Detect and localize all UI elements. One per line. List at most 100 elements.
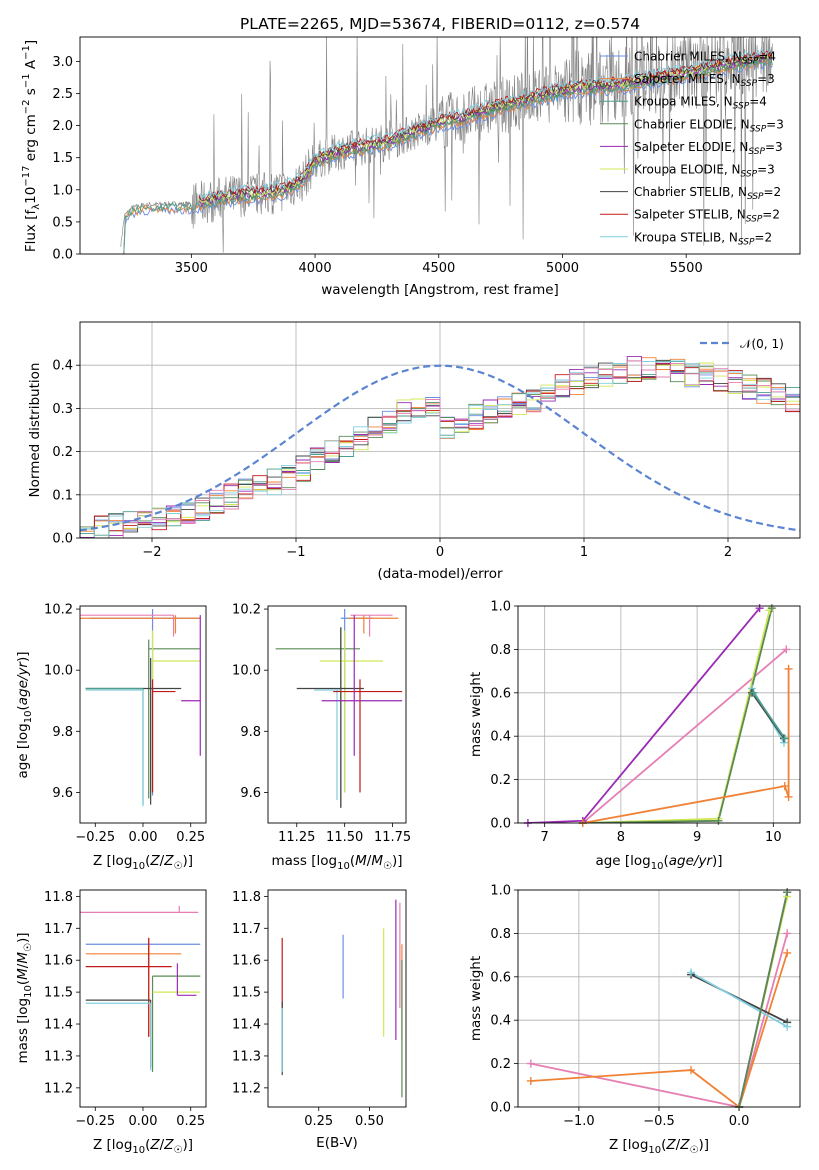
y-tick-label: 0.4 — [490, 1014, 511, 1029]
legend-entry: Chabrier MILES, NSSP=4 — [634, 50, 776, 67]
label-part: age/yr — [15, 661, 31, 706]
label-part: s — [23, 88, 39, 99]
weight-point-marker — [780, 782, 789, 791]
label-part: age [log — [15, 723, 31, 778]
x-tick-label: 5500 — [670, 261, 703, 276]
y-axis-label: mass weight — [468, 956, 484, 1041]
label-part: age [log — [595, 853, 650, 869]
legend-model-name: Kroupa ELODIE, N — [634, 163, 741, 177]
x-axis-label: Z [log10(Z/Z☉)] — [609, 1137, 709, 1156]
weight-series-line — [738, 892, 789, 1107]
y-tick-label: 1.0 — [490, 884, 511, 899]
legend-subscript: SSP — [748, 147, 765, 157]
model-spectrum-9 — [198, 47, 773, 202]
x-tick-label: 5000 — [546, 261, 579, 276]
axes-age_vs_z: −0.25 0.00 0.259.69.810.010.2Z [log10(Z/Z☉… — [15, 603, 207, 872]
x-tick-label: 0.00 — [129, 1114, 158, 1129]
label-part: 10 — [651, 861, 664, 872]
y-tick-label: 9.6 — [52, 786, 73, 801]
legend-nssp: =4 — [749, 95, 767, 109]
label-part: 10 — [23, 711, 34, 724]
axes-frame — [79, 36, 801, 255]
label-part: 10 — [337, 861, 350, 872]
plot-area-age_vs_z — [80, 609, 201, 807]
x-tick-label: 0 — [436, 545, 444, 560]
legend-entry: Chabrier ELODIE, NSSP=3 — [634, 117, 784, 134]
label-part: ] — [23, 40, 39, 45]
label-part: Z — [679, 1137, 690, 1153]
y-tick-label: 0.6 — [490, 686, 511, 701]
y-tick-label: 1.5 — [52, 151, 73, 166]
legend-subscript: SSP — [746, 215, 763, 225]
y-tick-label: 11.7 — [44, 922, 73, 937]
weight-series-line — [690, 971, 788, 1028]
legend-model-name: Chabrier STELIB, N — [634, 185, 747, 199]
label-part: mass [log — [15, 998, 31, 1064]
legend-model-name: Chabrier MILES, N — [634, 50, 742, 64]
weight-point-marker — [784, 664, 793, 673]
axes-frame — [517, 605, 801, 824]
label-part: 10 — [132, 861, 145, 872]
y-tick-label: 2.0 — [52, 119, 73, 134]
model-spectrum-5 — [198, 53, 773, 208]
label-part: ( — [145, 853, 150, 869]
y-tick-label: 0.5 — [52, 215, 73, 230]
x-tick-label: 11.50 — [326, 830, 363, 845]
y-tick-label: 0.0 — [52, 532, 73, 547]
y-tick-label: 9.8 — [240, 725, 261, 740]
axes-frame — [79, 605, 207, 824]
weight-point-marker — [755, 604, 764, 613]
x-axis-label: Z [log10(Z/Z☉)] — [93, 1137, 193, 1156]
label-part: ☉ — [173, 861, 182, 872]
weight-series-line — [582, 610, 771, 823]
y-tick-label: 0.4 — [490, 730, 511, 745]
x-axis-label: E(B-V) — [316, 1135, 358, 1151]
y-tick-label: 0.8 — [490, 927, 511, 942]
legend-model-name: Salpeter ELODIE, N — [634, 140, 748, 154]
y-tick-label: 0.0 — [490, 1101, 511, 1116]
y-tick-label: 0.1 — [52, 488, 73, 503]
x-tick-label: 0.25 — [304, 1114, 333, 1129]
label-part: )] — [698, 1137, 709, 1153]
x-tick-label: 8 — [617, 830, 625, 845]
plot-area-mass_vs_ebv — [281, 899, 403, 1098]
y-tick-label: 0.2 — [490, 1057, 511, 1072]
y-tick-label: 11.5 — [44, 986, 73, 1001]
x-tick-label: −0.25 — [75, 830, 115, 845]
legend-subscript: SSP — [733, 102, 750, 112]
label-part: / — [160, 1137, 165, 1153]
label-part: / — [676, 1137, 681, 1153]
weight-series-line — [530, 933, 789, 1107]
legend-subscript: SSP — [742, 57, 759, 67]
y-tick-label: 11.3 — [232, 1049, 261, 1064]
label-part: erg cm — [23, 114, 39, 165]
y-tick-label: 3.0 — [52, 55, 73, 70]
label-part: )] — [182, 1137, 193, 1153]
weight-point-marker — [749, 688, 758, 697]
label-part: ( — [661, 1137, 666, 1153]
weight-point-marker — [783, 948, 792, 957]
y-tick-label: 9.6 — [240, 786, 261, 801]
plot-area-age_vs_mass — [275, 609, 403, 808]
model-spectrum-6 — [198, 53, 773, 204]
x-axis-label: mass [log10(M/M☉)] — [271, 853, 402, 872]
legend-nssp: =3 — [757, 163, 775, 177]
label-part: −1 — [21, 45, 32, 60]
axes-age_vs_mass: 11.25 11.50 11.75 9.6 9.8 10.0 10.2 mass [log10… — [232, 603, 411, 872]
label-part: ( — [15, 980, 31, 985]
label-part: 10 — [23, 985, 34, 998]
legend-model-name: Chabrier ELODIE, N — [634, 117, 750, 131]
y-tick-label: 9.8 — [52, 725, 73, 740]
label-part: 10 — [23, 187, 39, 204]
label-part: ( — [145, 1137, 150, 1153]
weight-point-marker — [687, 968, 696, 977]
legend-entry: Salpeter STELIB, NSSP=2 — [634, 208, 780, 225]
label-part: )] — [15, 651, 31, 662]
label-part: ( — [350, 853, 355, 869]
legend-subscript: SSP — [741, 79, 758, 89]
y-axis-label: mass [log10(M/M☉)] — [15, 932, 34, 1063]
legend-model-name: Kroupa STELIB, N — [634, 230, 738, 244]
weight-point-marker — [526, 1059, 535, 1068]
y-tick-label: 0.4 — [52, 359, 73, 374]
